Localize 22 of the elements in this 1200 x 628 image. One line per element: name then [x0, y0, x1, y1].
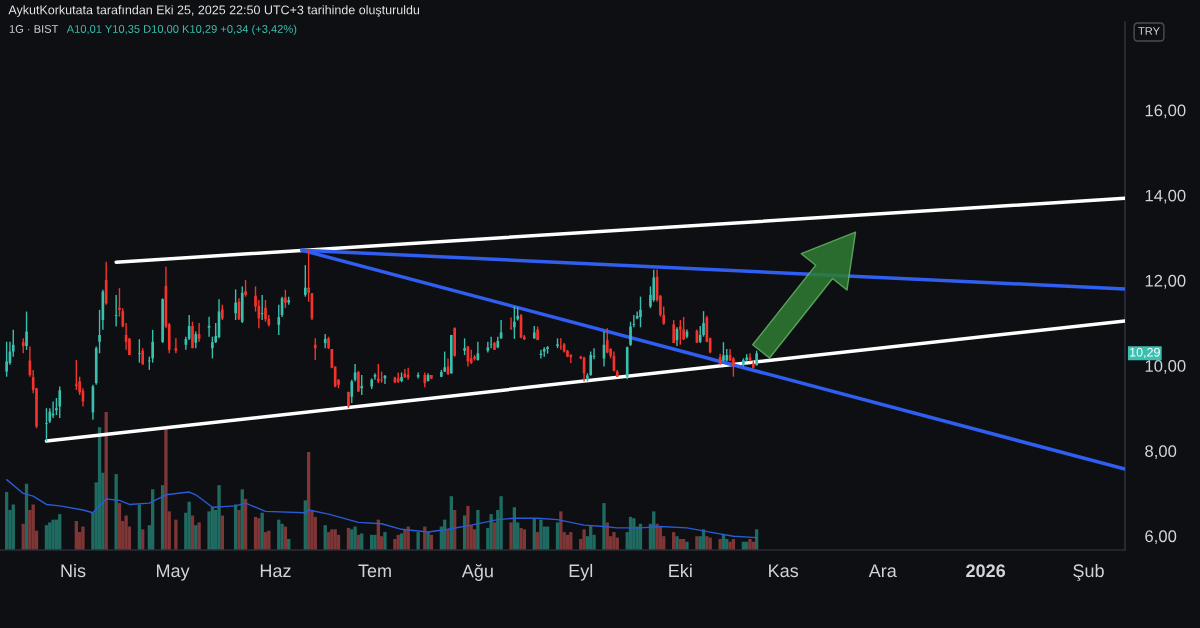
x-tick-label: Kas [769, 564, 799, 578]
x-tick-label: May [156, 564, 190, 581]
x-tick-label: Tem [358, 564, 391, 578]
y-tick-label: 16,00 [1145, 104, 1186, 119]
y-tick-label: 6,00 [1145, 530, 1177, 545]
x-tick-label: Eki [669, 563, 692, 577]
x-tick-label: Ara [868, 564, 897, 578]
text: 10,29 [1130, 347, 1160, 359]
chart-title: AykutKorkutata tarafından Eki 25, 2025 22:50 UTC+3 tarihinde oluşturuldu [8, 5, 420, 17]
y-tick-label: 12,00 [1145, 274, 1186, 289]
chart-subtitle: 1G · BIST [9, 25, 59, 33]
x-tick-label: Ağu [461, 563, 493, 581]
x-tick-label: 2026 [966, 564, 1006, 578]
y-tick-label: 14,00 [1145, 189, 1186, 204]
x-tick-label: Haz [260, 564, 291, 578]
x-tick-label: Şub [1073, 563, 1104, 581]
y-tick-label: 10,00 [1145, 360, 1186, 374]
y-tick-label: 8,00 [1145, 445, 1177, 459]
x-tick-label: Nis [61, 563, 86, 578]
x-tick-label: Eyl [569, 563, 593, 581]
annotation: A10,01 Y10,35 D10,00 K10,29 +0,34 (+3,42%) [66, 24, 297, 36]
text: TRY [1138, 27, 1160, 35]
